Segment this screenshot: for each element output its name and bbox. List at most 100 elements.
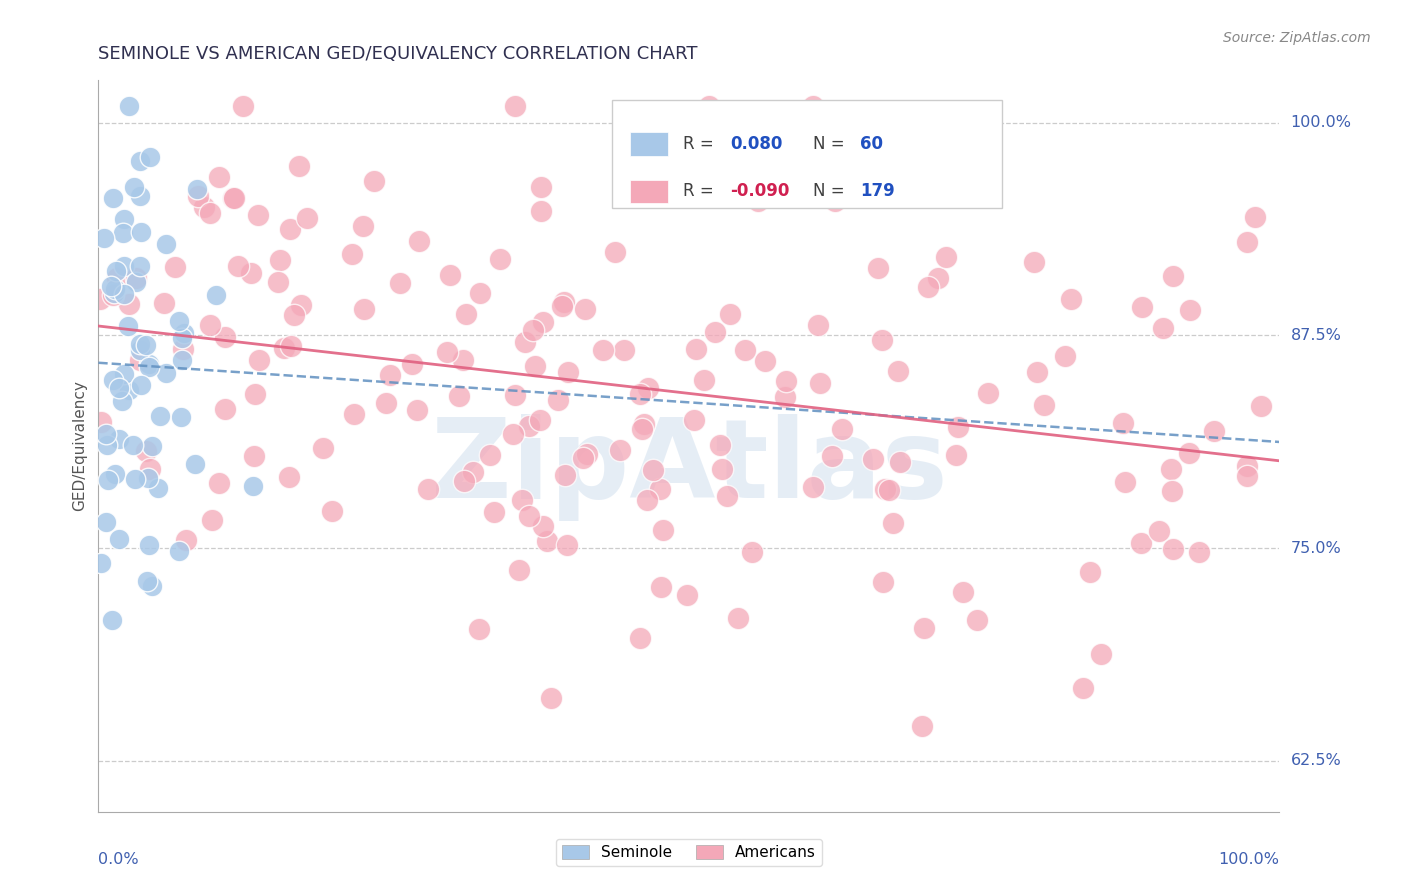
Text: 62.5%: 62.5% — [1291, 753, 1341, 768]
Point — [877, 483, 900, 497]
Point — [226, 259, 249, 273]
Point — [882, 516, 904, 531]
Point — [945, 448, 967, 462]
Point — [170, 331, 193, 345]
Point — [135, 338, 157, 352]
Text: R =: R = — [683, 183, 718, 201]
Point — [637, 381, 659, 395]
Point — [449, 389, 471, 403]
Point — [100, 278, 122, 293]
Point — [352, 219, 374, 234]
Point — [517, 508, 540, 523]
Point — [831, 422, 853, 436]
Point — [129, 189, 152, 203]
Point — [136, 471, 159, 485]
Point — [530, 179, 553, 194]
Point — [889, 455, 911, 469]
Point — [703, 325, 725, 339]
Point — [453, 474, 475, 488]
Point — [111, 393, 134, 408]
Point — [711, 462, 734, 476]
Point — [683, 413, 706, 427]
Point — [408, 234, 430, 248]
Point — [90, 557, 112, 571]
Point — [741, 545, 763, 559]
Point — [343, 407, 366, 421]
Point — [128, 260, 150, 274]
Point — [267, 275, 290, 289]
Point — [806, 318, 828, 332]
Point — [547, 392, 569, 407]
Point — [868, 261, 890, 276]
Point — [1078, 565, 1101, 579]
Point — [122, 179, 145, 194]
Y-axis label: GED/Equivalency: GED/Equivalency — [72, 381, 87, 511]
Point — [232, 99, 254, 113]
Point — [1024, 255, 1046, 269]
Point — [631, 422, 654, 436]
Text: -0.090: -0.090 — [730, 183, 790, 201]
Point — [107, 381, 129, 395]
Point — [103, 191, 125, 205]
Point — [321, 504, 343, 518]
Point — [214, 402, 236, 417]
Point — [198, 206, 221, 220]
Point — [311, 441, 333, 455]
Point — [112, 212, 135, 227]
Point — [138, 150, 160, 164]
Point — [685, 343, 707, 357]
Point — [208, 475, 231, 490]
Point — [484, 505, 506, 519]
Point — [269, 252, 291, 267]
Point — [105, 264, 128, 278]
Point — [628, 631, 651, 645]
Point — [153, 295, 176, 310]
Point — [280, 339, 302, 353]
Point — [112, 367, 135, 381]
Text: R =: R = — [683, 135, 718, 153]
Point — [693, 373, 716, 387]
Point — [167, 544, 190, 558]
Point — [105, 271, 128, 285]
Point — [112, 259, 135, 273]
Point — [129, 225, 152, 239]
Point — [468, 622, 491, 636]
Point — [613, 343, 636, 357]
Point — [1244, 210, 1267, 224]
Point — [517, 418, 540, 433]
Point — [555, 538, 578, 552]
Point — [503, 99, 526, 113]
Point — [676, 588, 699, 602]
Point — [697, 99, 720, 113]
Point — [531, 315, 554, 329]
Point — [128, 336, 150, 351]
Point — [775, 374, 797, 388]
Point — [165, 260, 187, 274]
Point — [554, 467, 576, 482]
Point — [1132, 301, 1154, 315]
Point — [290, 298, 312, 312]
Legend: Seminole, Americans: Seminole, Americans — [555, 839, 823, 866]
Point — [572, 450, 595, 465]
Point — [135, 443, 157, 458]
Point — [886, 364, 908, 378]
FancyBboxPatch shape — [630, 180, 668, 203]
Text: 0.0%: 0.0% — [98, 852, 139, 867]
Point — [375, 396, 398, 410]
Point — [401, 357, 423, 371]
Point — [295, 211, 318, 226]
Point — [170, 410, 193, 425]
Point — [1152, 321, 1174, 335]
Point — [456, 308, 478, 322]
Point — [505, 388, 527, 402]
Point — [131, 377, 153, 392]
Point — [946, 419, 969, 434]
Point — [242, 479, 264, 493]
Point — [103, 374, 125, 388]
Point — [1147, 524, 1170, 538]
Point — [1180, 302, 1202, 317]
Point — [536, 534, 558, 549]
Point — [966, 613, 988, 627]
Text: 87.5%: 87.5% — [1291, 328, 1341, 343]
Point — [141, 440, 163, 454]
